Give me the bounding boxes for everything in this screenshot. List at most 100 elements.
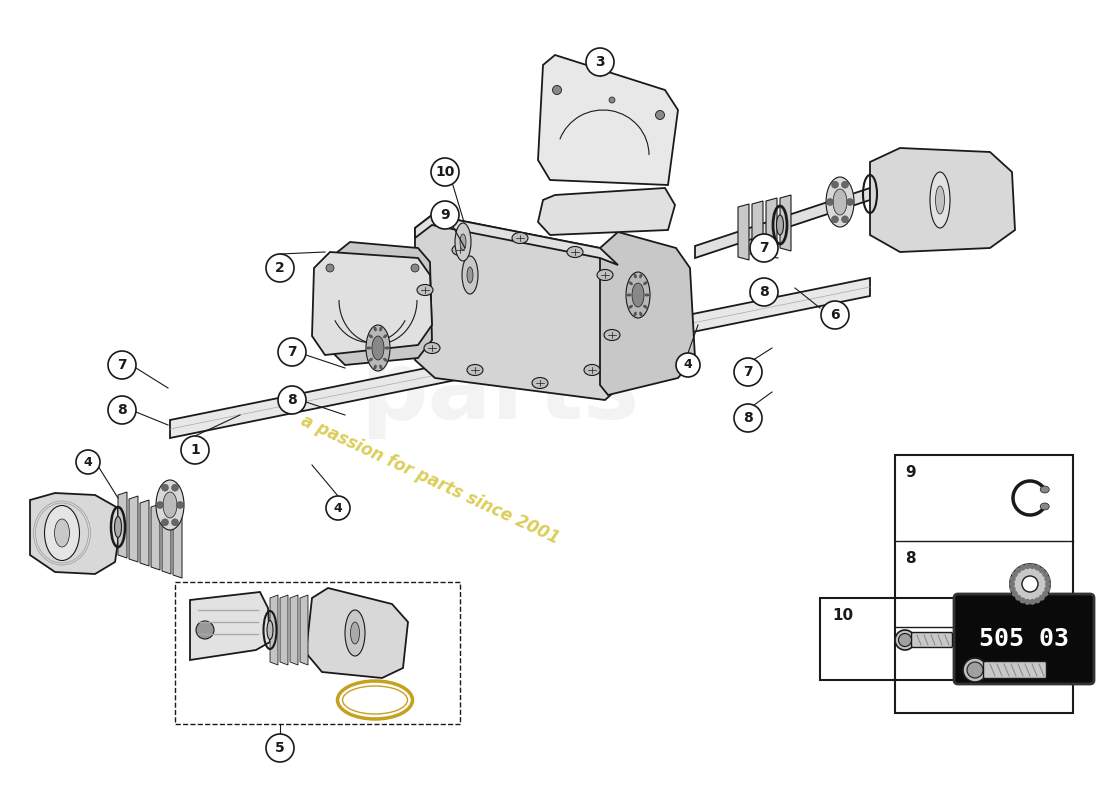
Ellipse shape (644, 282, 648, 285)
Ellipse shape (44, 506, 79, 561)
Ellipse shape (374, 365, 377, 370)
Circle shape (1034, 598, 1041, 603)
Polygon shape (766, 198, 777, 254)
Circle shape (108, 351, 136, 379)
Text: 5: 5 (275, 741, 285, 755)
Ellipse shape (639, 311, 642, 317)
Circle shape (431, 201, 459, 229)
Ellipse shape (1022, 576, 1038, 592)
Ellipse shape (379, 365, 383, 370)
Polygon shape (151, 504, 160, 570)
Circle shape (842, 181, 848, 188)
Ellipse shape (584, 365, 600, 375)
Ellipse shape (627, 294, 631, 297)
Text: 8: 8 (759, 285, 769, 299)
Circle shape (182, 436, 209, 464)
Circle shape (266, 254, 294, 282)
Circle shape (1042, 590, 1048, 597)
Polygon shape (695, 188, 870, 258)
Text: 4: 4 (683, 358, 692, 371)
Ellipse shape (566, 246, 583, 258)
Circle shape (1045, 581, 1050, 587)
FancyBboxPatch shape (912, 633, 953, 647)
Ellipse shape (1041, 503, 1049, 510)
Text: a passion for parts since 2001: a passion for parts since 2001 (298, 412, 562, 548)
Ellipse shape (645, 294, 649, 297)
Polygon shape (328, 242, 432, 365)
Text: 2: 2 (275, 261, 285, 275)
Ellipse shape (634, 274, 637, 278)
Text: 7: 7 (287, 345, 297, 359)
Ellipse shape (777, 215, 783, 235)
Ellipse shape (368, 334, 373, 338)
Ellipse shape (383, 358, 387, 362)
Ellipse shape (628, 282, 632, 285)
Polygon shape (415, 215, 621, 400)
Polygon shape (190, 592, 270, 660)
Ellipse shape (899, 634, 912, 646)
Text: 1: 1 (190, 443, 200, 457)
Ellipse shape (366, 325, 390, 371)
Text: 8: 8 (905, 551, 915, 566)
Ellipse shape (424, 342, 440, 354)
Text: 7: 7 (118, 358, 127, 372)
Polygon shape (300, 595, 308, 665)
Bar (175, 582, 460, 724)
Circle shape (1042, 571, 1048, 578)
Circle shape (431, 158, 459, 186)
Ellipse shape (632, 283, 644, 307)
Text: 9: 9 (440, 208, 450, 222)
Circle shape (586, 48, 614, 76)
Text: 10: 10 (436, 165, 454, 179)
Circle shape (76, 450, 100, 474)
Polygon shape (118, 492, 127, 558)
Circle shape (1030, 563, 1035, 569)
Polygon shape (140, 500, 148, 566)
Circle shape (1012, 590, 1018, 597)
Ellipse shape (374, 326, 377, 331)
Text: 7: 7 (744, 365, 752, 379)
Ellipse shape (452, 245, 468, 255)
Ellipse shape (417, 285, 433, 295)
Polygon shape (538, 188, 675, 235)
Circle shape (609, 97, 615, 103)
Ellipse shape (512, 233, 528, 243)
Circle shape (552, 86, 561, 94)
Text: 4: 4 (84, 455, 92, 469)
Ellipse shape (468, 365, 483, 375)
Ellipse shape (628, 305, 632, 309)
Ellipse shape (468, 267, 473, 283)
Ellipse shape (604, 330, 620, 341)
Circle shape (1015, 594, 1021, 601)
Circle shape (172, 484, 178, 491)
Ellipse shape (385, 346, 389, 350)
Text: 6: 6 (830, 308, 839, 322)
Ellipse shape (626, 272, 650, 318)
Text: 4: 4 (333, 502, 342, 514)
Circle shape (734, 358, 762, 386)
Polygon shape (780, 195, 791, 251)
Circle shape (196, 621, 214, 639)
Polygon shape (30, 493, 118, 574)
Text: 7: 7 (759, 241, 769, 255)
Circle shape (1020, 598, 1025, 603)
Ellipse shape (935, 186, 945, 214)
Circle shape (1015, 567, 1021, 574)
Ellipse shape (55, 519, 69, 547)
Circle shape (1034, 565, 1041, 570)
Circle shape (1009, 581, 1015, 587)
Polygon shape (173, 512, 182, 578)
Circle shape (176, 502, 184, 509)
Ellipse shape (462, 256, 478, 294)
Bar (895, 455, 1072, 713)
Circle shape (847, 198, 854, 206)
Ellipse shape (156, 480, 184, 530)
Polygon shape (600, 232, 695, 395)
Ellipse shape (833, 189, 847, 215)
Text: 8: 8 (744, 411, 752, 425)
Text: 10: 10 (832, 608, 854, 623)
Ellipse shape (597, 270, 613, 281)
Circle shape (278, 386, 306, 414)
Circle shape (832, 216, 838, 223)
Polygon shape (162, 508, 170, 574)
